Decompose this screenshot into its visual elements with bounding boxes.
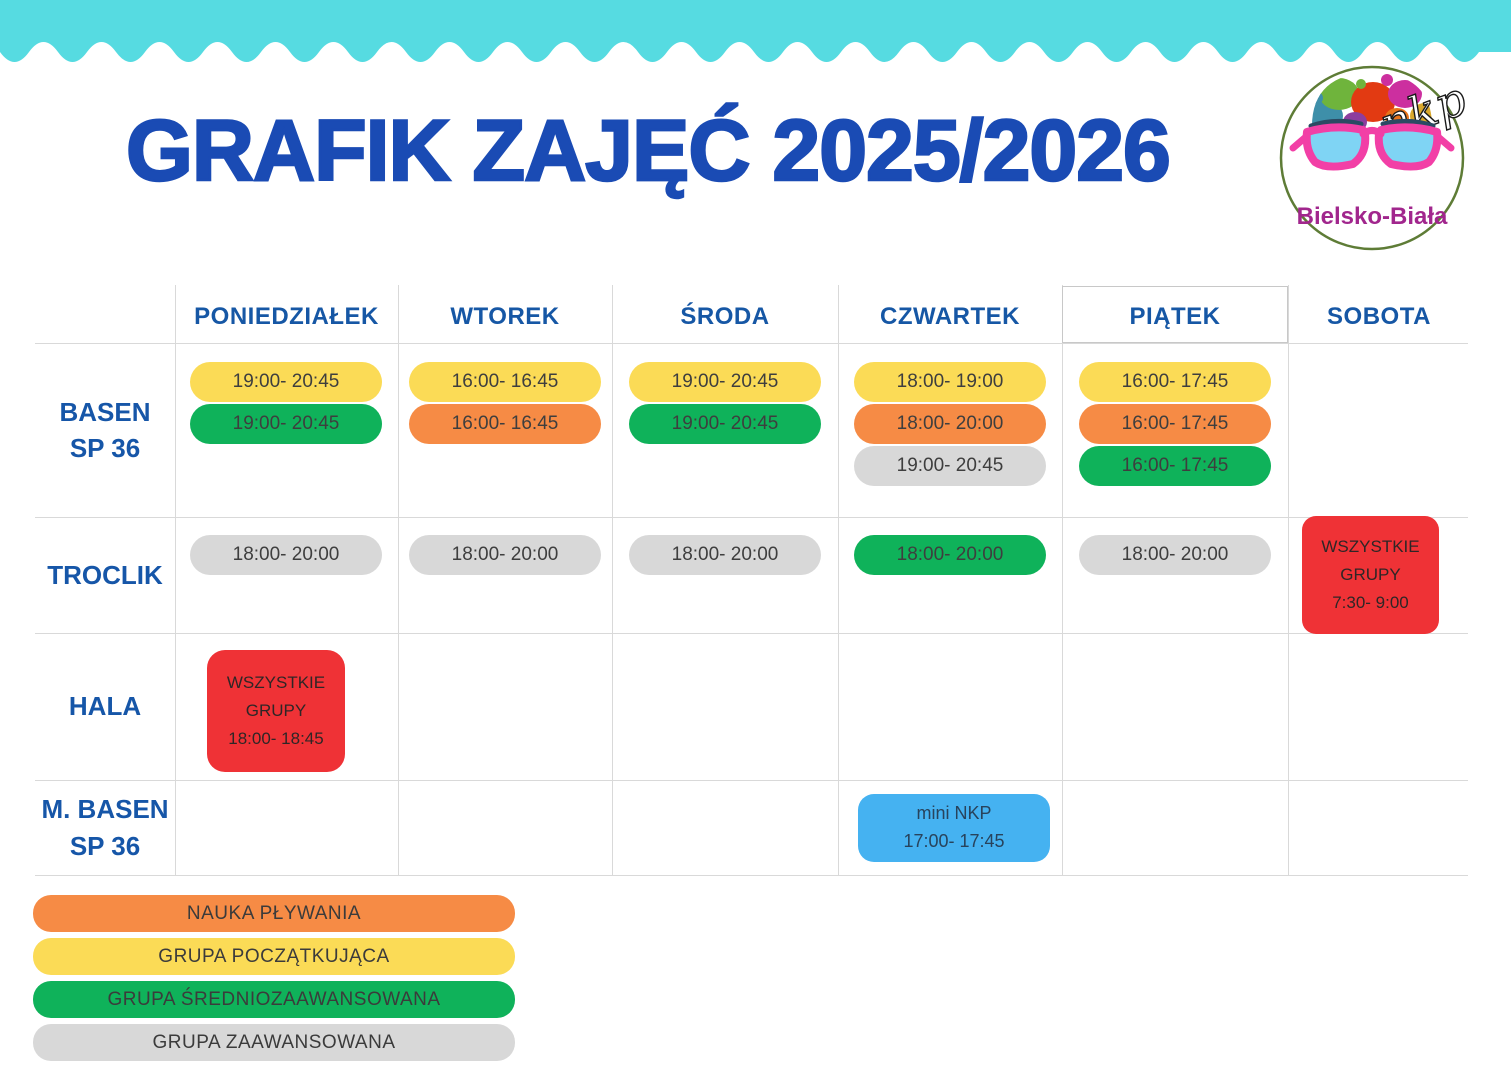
day-header-friday: PIĄTEK bbox=[1129, 303, 1221, 330]
slot-mbasen-thu-mini-nkp: mini NKP 17:00- 17:45 bbox=[858, 794, 1050, 862]
grid-line bbox=[612, 285, 613, 875]
slot-troclik-wed-advanced: 18:00- 20:00 bbox=[629, 535, 821, 575]
grid-line bbox=[35, 343, 1468, 344]
row-label-mbasen-sp36: M. BASEN SP 36 bbox=[41, 794, 169, 861]
slot-basen-wed-intermediate: 19:00- 20:45 bbox=[629, 404, 821, 444]
grid-line bbox=[35, 517, 1468, 518]
wave-decoration bbox=[0, 0, 1511, 62]
row-label-hala: HALA bbox=[68, 691, 142, 722]
grid-line bbox=[1062, 285, 1063, 875]
grid-line bbox=[175, 285, 176, 875]
slot-troclik-tue-advanced: 18:00- 20:00 bbox=[409, 535, 601, 575]
grid-line bbox=[35, 875, 1468, 876]
slot-basen-wed-beginner: 19:00- 20:45 bbox=[629, 362, 821, 402]
grid-line bbox=[838, 285, 839, 875]
legend-item-beginner: GRUPA POCZĄTKUJĄCA bbox=[33, 938, 515, 975]
slot-basen-fri-learn: 16:00- 17:45 bbox=[1079, 404, 1271, 444]
legend-item-intermediate: GRUPA ŚREDNIOZAAWANSOWANA bbox=[33, 981, 515, 1018]
day-header-monday: PONIEDZIAŁEK bbox=[194, 303, 379, 330]
grid-line bbox=[1288, 285, 1289, 875]
grid-line bbox=[398, 285, 399, 875]
slot-troclik-mon-advanced: 18:00- 20:00 bbox=[190, 535, 382, 575]
legend-item-advanced: GRUPA ZAAWANSOWANA bbox=[33, 1024, 515, 1061]
day-header-wednesday: ŚRODA bbox=[680, 303, 770, 330]
slot-basen-tue-beginner: 16:00- 16:45 bbox=[409, 362, 601, 402]
slot-basen-mon-intermediate: 19:00- 20:45 bbox=[190, 404, 382, 444]
slot-basen-tue-learn: 16:00- 16:45 bbox=[409, 404, 601, 444]
slot-basen-mon-beginner: 19:00- 20:45 bbox=[190, 362, 382, 402]
slot-basen-thu-advanced: 19:00- 20:45 bbox=[854, 446, 1046, 486]
legend-item-learn: NAUKA PŁYWANIA bbox=[33, 895, 515, 932]
slot-basen-thu-beginner: 18:00- 19:00 bbox=[854, 362, 1046, 402]
goggles-icon bbox=[1289, 118, 1455, 171]
slot-troclik-fri-advanced: 18:00- 20:00 bbox=[1079, 535, 1271, 575]
row-label-troclik: TROCLIK bbox=[47, 559, 163, 590]
day-header-tuesday: WTOREK bbox=[450, 303, 560, 330]
logo-city-label: Bielsko-Biała bbox=[1297, 203, 1448, 230]
page-title: GRAFIK ZAJĘĆ 2025/2026 bbox=[125, 103, 1172, 199]
row-label-basen-sp36: BASEN SP 36 bbox=[59, 396, 151, 463]
club-logo: nkp Bielsko-Biała bbox=[1279, 65, 1467, 251]
slot-troclik-thu-intermediate: 18:00- 20:00 bbox=[854, 535, 1046, 575]
slot-basen-fri-beginner: 16:00- 17:45 bbox=[1079, 362, 1271, 402]
day-header-saturday: SOBOTA bbox=[1327, 303, 1431, 330]
slot-hala-mon-all-groups: WSZYSTKIE GRUPY 18:00- 18:45 bbox=[207, 650, 345, 772]
slot-basen-thu-learn: 18:00- 20:00 bbox=[854, 404, 1046, 444]
friday-highlight-box bbox=[1062, 286, 1288, 343]
grid-line bbox=[35, 780, 1468, 781]
grid-line bbox=[35, 633, 1468, 634]
slot-troclik-sat-all-groups: WSZYSTKIE GRUPY 7:30- 9:00 bbox=[1302, 516, 1439, 634]
slot-basen-fri-intermediate: 16:00- 17:45 bbox=[1079, 446, 1271, 486]
day-header-thursday: CZWARTEK bbox=[880, 303, 1020, 330]
